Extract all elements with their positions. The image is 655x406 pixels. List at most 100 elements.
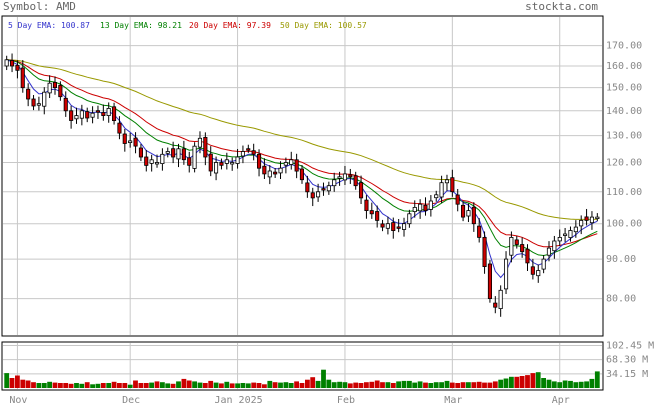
volume-bar: [63, 383, 69, 388]
candle-up: [224, 159, 229, 164]
candle-down: [208, 153, 213, 172]
volume-bar: [15, 375, 20, 388]
candle-up: [579, 219, 584, 227]
candle-down: [471, 206, 476, 225]
candle-up: [42, 91, 47, 107]
volume-bar: [229, 383, 235, 388]
candle-up: [230, 162, 235, 165]
volume-bar: [509, 376, 514, 388]
volume-bar: [321, 369, 326, 388]
volume-bar: [423, 382, 428, 388]
volume-bar: [353, 382, 359, 388]
volume-bar: [433, 382, 439, 388]
candle-up: [568, 230, 573, 238]
candle-up: [289, 159, 294, 165]
volume-bar: [197, 382, 203, 388]
volume-bar: [127, 384, 133, 388]
volume-bar: [331, 382, 337, 388]
candle-up: [412, 206, 417, 212]
volume-bar: [181, 378, 187, 388]
candle-up: [106, 108, 111, 117]
volume-bar: [487, 382, 493, 388]
volume-bar: [492, 381, 498, 388]
volume-bar: [466, 382, 471, 388]
month-tick-label: Mar: [444, 395, 462, 406]
candle-up: [407, 213, 412, 225]
volume-bar: [84, 382, 90, 388]
volume-bar: [208, 380, 214, 388]
volume-bar: [47, 381, 52, 388]
volume-bar: [305, 379, 310, 388]
volume-bar: [401, 380, 407, 388]
candle-down: [256, 153, 262, 169]
candle-up: [213, 162, 219, 174]
price-tick-label: 110.00: [606, 187, 642, 198]
volume-bar: [133, 380, 138, 388]
price-tick-label: 140.00: [606, 106, 642, 117]
candle-down: [15, 64, 20, 71]
candle-down: [423, 204, 428, 212]
volume-bar: [111, 381, 117, 388]
candle-down: [144, 156, 149, 166]
candle-down: [85, 111, 90, 119]
candle-up: [240, 151, 246, 157]
candle-down: [171, 148, 176, 158]
candle-down: [69, 110, 74, 121]
candle-down: [246, 148, 251, 151]
volume-bar: [503, 378, 509, 388]
candle-up: [332, 179, 337, 187]
volume-bar: [106, 383, 112, 388]
volume-bar: [240, 383, 246, 388]
candle-down: [396, 226, 401, 229]
volume-bar: [186, 380, 192, 388]
volume-bar: [36, 383, 42, 388]
volume-bars: [4, 369, 600, 388]
candle-up: [439, 182, 444, 198]
candle-down: [353, 175, 358, 187]
month-tick-label: Jan 2025: [214, 395, 262, 406]
volume-bar: [138, 383, 144, 388]
candle-down: [299, 168, 304, 181]
volume-bar: [272, 382, 278, 388]
price-tick-label: 120.00: [606, 158, 642, 169]
volume-bar: [347, 383, 353, 388]
candle-up: [552, 240, 557, 252]
volume-bar: [535, 372, 541, 388]
volume-bar: [514, 376, 520, 388]
candle-up: [444, 179, 449, 184]
candle-up: [165, 151, 170, 154]
volume-bar: [224, 381, 230, 388]
volume-bar: [100, 383, 106, 388]
price-tick-label: 160.00: [606, 61, 642, 72]
candle-down: [219, 162, 224, 166]
volume-bar: [52, 382, 58, 388]
volume-bar: [551, 381, 557, 388]
volume-bar: [369, 381, 375, 388]
candle-up: [326, 185, 331, 192]
volume-bar: [213, 382, 219, 388]
volume-bar: [219, 383, 224, 388]
symbol-label: Symbol: AMD: [3, 0, 76, 13]
volume-bar: [122, 383, 128, 388]
volume-bar: [20, 379, 26, 388]
ema50-line: [6, 59, 598, 220]
volume-bar: [58, 383, 63, 388]
candle-up: [128, 140, 133, 143]
volume-bar: [557, 382, 563, 388]
candle-up: [401, 223, 407, 230]
candle-up: [36, 103, 41, 106]
volume-bar: [417, 381, 423, 388]
grid-lines: [3, 17, 602, 389]
candle-up: [428, 200, 433, 210]
volume-bar: [235, 383, 240, 388]
volume-bar: [498, 379, 504, 388]
candle-down: [391, 222, 396, 232]
volume-bar: [439, 382, 444, 388]
volume-bar: [288, 383, 294, 388]
candle-up: [434, 194, 439, 199]
candle-down: [58, 84, 63, 98]
volume-bar: [68, 383, 74, 388]
candle-up: [541, 258, 546, 270]
candle-up: [418, 203, 423, 212]
candle-down: [133, 137, 138, 147]
